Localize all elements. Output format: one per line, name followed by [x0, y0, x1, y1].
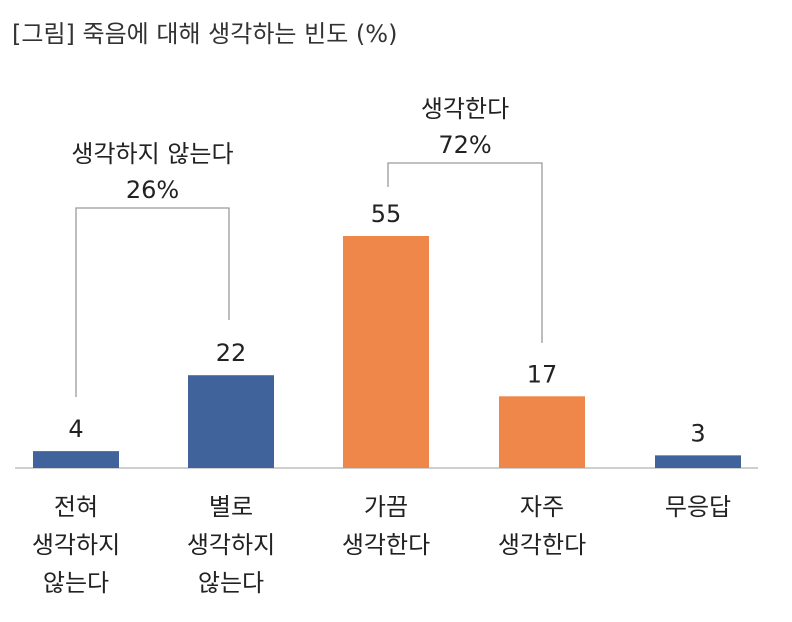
bracket-percent-1: 26% — [126, 176, 179, 204]
category-label-line: 무응답 — [664, 493, 732, 521]
value-label-2: 22 — [216, 339, 247, 367]
bracket-1 — [75, 207, 230, 397]
category-label-line: 않는다 — [197, 569, 265, 597]
category-label-line: 생각하지 — [31, 531, 121, 559]
bar-4 — [499, 396, 585, 468]
bar-3 — [343, 236, 429, 468]
bracket-percent-2: 72% — [438, 131, 491, 159]
category-label-line: 자주 — [519, 493, 565, 521]
category-label-5: 무응답 — [633, 488, 763, 526]
category-label-line: 가끔 — [363, 493, 409, 521]
bar-2 — [188, 375, 274, 468]
bracket-label-2: 생각한다 — [421, 95, 509, 123]
category-label-line: 생각하지 — [186, 531, 276, 559]
category-label-line: 생각한다 — [497, 531, 587, 559]
bar-5 — [655, 455, 741, 468]
value-label-group: 4 22 55 17 3 — [68, 200, 705, 447]
chart-title: [그림] 죽음에 대해 생각하는 빈도 (%) — [12, 20, 398, 48]
value-label-5: 3 — [690, 419, 705, 447]
value-label-3: 55 — [371, 200, 402, 228]
category-label-line: 별로 — [208, 493, 254, 521]
category-label-line: 전혀 — [53, 493, 99, 521]
category-label-line: 생각한다 — [341, 531, 431, 559]
bar-1 — [33, 451, 119, 468]
value-label-4: 17 — [527, 360, 558, 388]
value-label-1: 4 — [68, 415, 83, 443]
bracket-2 — [387, 162, 543, 343]
bar-group — [33, 236, 741, 468]
category-label-line: 않는다 — [42, 569, 110, 597]
bracket-group: 생각하지 않는다 26% 생각한다 72% — [71, 95, 543, 397]
bracket-label-1: 생각하지 않는다 — [71, 140, 233, 168]
